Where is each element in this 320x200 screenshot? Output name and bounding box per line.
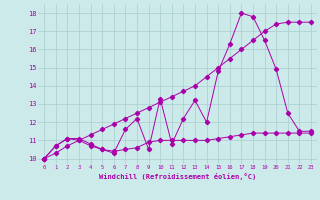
X-axis label: Windchill (Refroidissement éolien,°C): Windchill (Refroidissement éolien,°C) (99, 173, 256, 180)
